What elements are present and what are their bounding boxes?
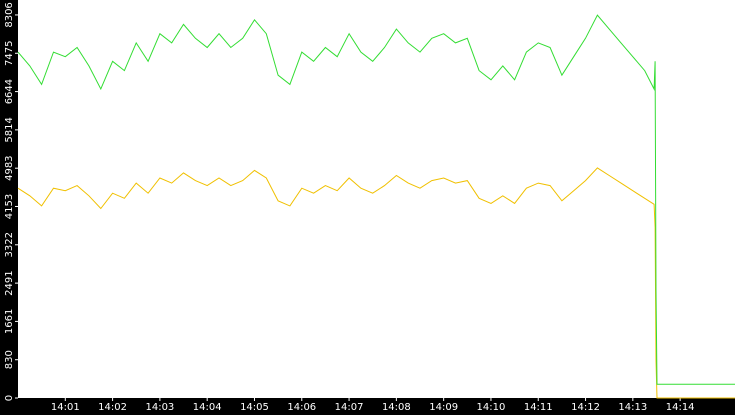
y-tick-label: 4983 — [4, 155, 15, 180]
y-tick-label: 8306 — [4, 2, 15, 27]
x-tick-label: 14:09 — [429, 402, 458, 413]
x-tick-label: 14:04 — [193, 402, 222, 413]
x-tick-label: 14:08 — [382, 402, 411, 413]
series-line — [17, 167, 735, 399]
y-tick-label: 830 — [4, 350, 15, 369]
series-line — [17, 14, 735, 385]
y-tick-label: 5814 — [4, 117, 15, 142]
x-tick-label: 14:11 — [524, 402, 553, 413]
y-tick-label: 4153 — [4, 194, 15, 219]
x-tick-label: 14:13 — [618, 402, 647, 413]
x-tick-label: 14:07 — [335, 402, 364, 413]
x-tick-label: 14:06 — [287, 402, 316, 413]
y-tick-label: 6644 — [4, 79, 15, 104]
x-tick-label: 14:02 — [98, 402, 127, 413]
x-tick-label: 14:03 — [145, 402, 174, 413]
y-tick-label: 3322 — [4, 232, 15, 257]
x-tick-label: 14:10 — [477, 402, 506, 413]
y-tick-label: 7475 — [4, 41, 15, 66]
x-tick-label: 14:01 — [51, 402, 80, 413]
y-tick-label: 2491 — [4, 270, 15, 295]
x-tick-label: 14:14 — [666, 402, 695, 413]
plot-area — [18, 0, 735, 398]
x-tick-label: 14:05 — [240, 402, 269, 413]
y-tick-label: 1661 — [4, 309, 15, 334]
y-tick-label: 0 — [4, 395, 15, 401]
x-tick-label: 14:12 — [571, 402, 600, 413]
